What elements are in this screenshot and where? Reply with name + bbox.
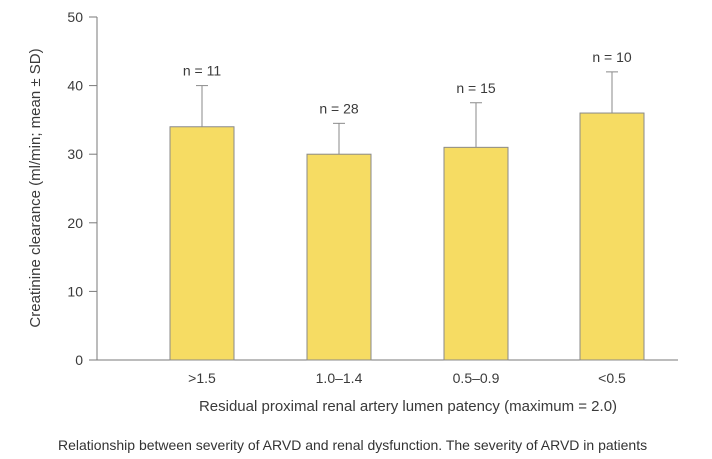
bar-n-label: n = 10 (592, 49, 632, 65)
y-tick-label: 20 (67, 215, 83, 231)
x-tick-label: >1.5 (188, 370, 216, 386)
x-tick-label: 0.5–0.9 (453, 370, 500, 386)
y-axis: 0 10 20 30 40 50 (67, 9, 98, 368)
y-tick-label: 50 (67, 9, 83, 25)
bar (579, 112, 645, 361)
bar (169, 126, 235, 361)
x-tick-label: <0.5 (598, 370, 626, 386)
bar-n-label: n = 15 (456, 80, 496, 96)
y-tick-label: 30 (67, 146, 83, 162)
y-tick-label: 10 (67, 283, 83, 299)
bar-n-label: n = 28 (319, 100, 359, 116)
bar-n-label: n = 11 (183, 63, 221, 79)
y-tick-label: 40 (67, 78, 83, 94)
bar (306, 153, 372, 361)
x-tick-label: 1.0–1.4 (316, 370, 363, 386)
figure-caption: Relationship between severity of ARVD an… (58, 437, 648, 453)
y-axis-title: Creatinine clearance (ml/min; mean ± SD) (27, 48, 44, 327)
bar (443, 146, 509, 361)
bars: n = 11 n = 28 n = 15 n = 10 (169, 49, 645, 361)
y-tick-label: 0 (75, 352, 83, 368)
x-axis-title: Residual proximal renal artery lumen pat… (199, 398, 617, 415)
x-axis: >1.5 1.0–1.4 0.5–0.9 <0.5 (97, 359, 678, 386)
